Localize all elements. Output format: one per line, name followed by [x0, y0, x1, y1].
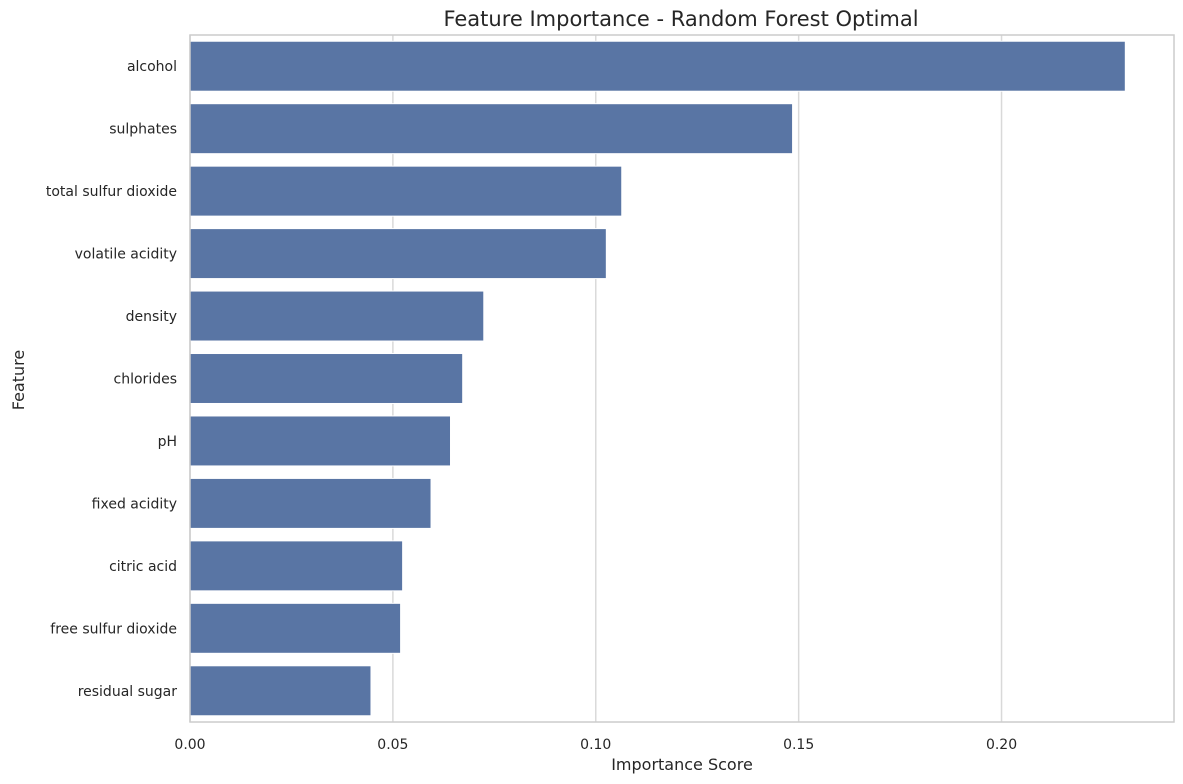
- bar: [189, 40, 1126, 92]
- y-tick-label: free sulfur dioxide: [50, 621, 177, 637]
- x-axis-label: Importance Score: [611, 755, 753, 774]
- y-axis-ticks: alcohol sulphates total sulfur dioxide vola…: [46, 59, 177, 700]
- bar: [189, 477, 432, 529]
- bar: [189, 540, 404, 592]
- bar: [189, 353, 464, 404]
- chart-title: Feature Importance - Random Forest Optim…: [443, 7, 918, 31]
- y-tick-label: citric acid: [109, 559, 177, 575]
- plot-frame: [189, 34, 1175, 723]
- y-tick-label: residual sugar: [78, 684, 178, 700]
- y-tick-label: density: [126, 309, 177, 325]
- bar: [189, 415, 452, 467]
- y-tick-label: total sulfur dioxide: [46, 184, 177, 200]
- x-tick-label: 0.15: [783, 737, 814, 753]
- x-tick-label: 0.00: [174, 737, 205, 753]
- y-tick-label: fixed acidity: [92, 496, 177, 512]
- y-tick-label: sulphates: [109, 122, 177, 138]
- y-tick-label: pH: [158, 434, 177, 450]
- bar: [189, 290, 485, 342]
- bar: [189, 228, 607, 280]
- y-axis-label: Feature: [9, 350, 28, 410]
- y-tick-label: volatile acidity: [75, 247, 177, 263]
- y-tick-label: alcohol: [127, 59, 177, 75]
- bar: [189, 103, 794, 155]
- x-tick-label: 0.05: [377, 737, 408, 753]
- bar: [189, 602, 402, 654]
- y-tick-label: chlorides: [114, 372, 177, 388]
- x-tick-label: 0.20: [986, 737, 1017, 753]
- bar: [189, 165, 623, 217]
- x-axis-ticks: 0.00 0.05 0.10 0.15 0.20: [174, 737, 1017, 753]
- x-tick-label: 0.10: [580, 737, 611, 753]
- bars-layer: [189, 40, 1126, 717]
- bar: [189, 665, 372, 717]
